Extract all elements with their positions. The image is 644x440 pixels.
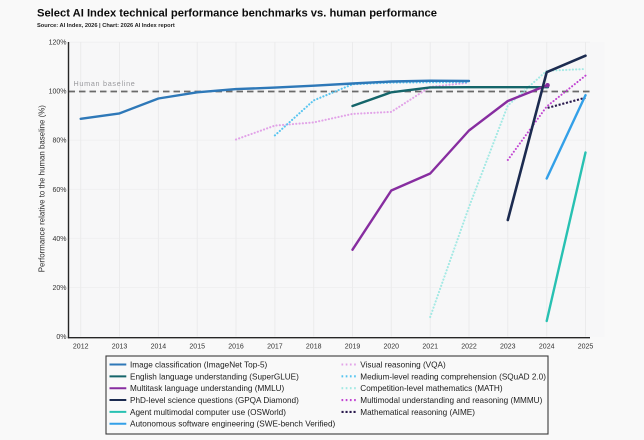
svg-text:2014: 2014 [151,344,167,351]
svg-text:80%: 80% [52,138,66,145]
svg-text:60%: 60% [52,187,66,194]
svg-text:2023: 2023 [500,344,516,351]
svg-text:Human baseline: Human baseline [74,79,136,88]
svg-text:2021: 2021 [422,344,438,351]
svg-text:Competition-level mathematics: Competition-level mathematics (MATH) [360,384,503,393]
svg-text:2018: 2018 [306,344,322,351]
svg-text:2015: 2015 [189,344,205,351]
svg-text:Agent multimodal computer use: Agent multimodal computer use (OSWorld) [130,408,286,417]
svg-text:Multimodal understanding and r: Multimodal understanding and reasoning (… [360,396,542,405]
svg-text:Mathematical reasoning (AIME): Mathematical reasoning (AIME) [360,408,475,417]
svg-text:2024: 2024 [539,344,555,351]
svg-text:Medium-level reading comprehen: Medium-level reading comprehension (SQuA… [360,372,546,381]
svg-text:2020: 2020 [384,344,400,351]
svg-text:Autonomous software engineerin: Autonomous software engineering (SWE-ben… [130,420,336,429]
svg-text:20%: 20% [52,285,66,292]
svg-text:2013: 2013 [112,344,128,351]
svg-text:Select AI Index technical perf: Select AI Index technical performance be… [37,8,437,20]
svg-text:Multitask language understandi: Multitask language understanding (MMLU) [130,384,285,393]
svg-text:Source: AI Index, 2026 | Chart: Source: AI Index, 2026 | Chart: 2026 AI … [37,23,175,29]
svg-text:2019: 2019 [345,344,361,351]
svg-text:2017: 2017 [267,344,283,351]
svg-text:2025: 2025 [578,344,594,351]
svg-text:2016: 2016 [228,344,244,351]
svg-text:40%: 40% [52,236,66,243]
svg-text:100%: 100% [49,89,67,96]
svg-text:2022: 2022 [461,344,477,351]
svg-text:0%: 0% [56,334,66,341]
svg-text:120%: 120% [49,40,67,47]
svg-text:2012: 2012 [73,344,89,351]
svg-text:Image classification (ImageNet: Image classification (ImageNet Top-5) [130,360,268,369]
svg-text:Visual reasoning (VQA): Visual reasoning (VQA) [360,360,446,369]
svg-text:English language understanding: English language understanding (SuperGLU… [130,372,299,381]
svg-text:Performance relative to the hu: Performance relative to the human baseli… [38,105,47,272]
svg-text:PhD-level science questions (G: PhD-level science questions (GPQA Diamon… [130,396,299,405]
